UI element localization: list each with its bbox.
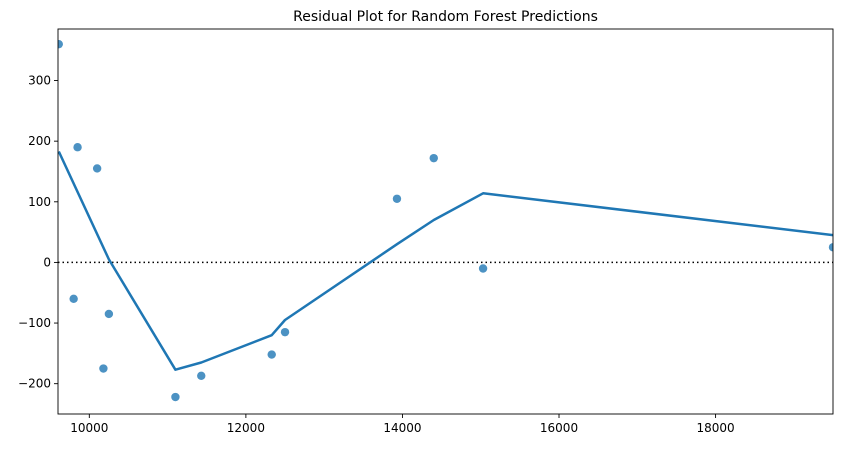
- x-tick-label-14000: 14000: [383, 421, 421, 435]
- residual-point-9: [267, 350, 276, 359]
- y-tick-label-0: 0: [43, 255, 51, 269]
- residual-point-7: [171, 392, 180, 402]
- residual-point-12: [429, 153, 438, 163]
- residual-point-14: [828, 243, 833, 252]
- chart-title: Residual Plot for Random Forest Predicti…: [293, 9, 598, 25]
- residual-point-1: [58, 39, 63, 49]
- x-tick-label-10000: 10000: [70, 421, 108, 435]
- plot-area: [58, 39, 833, 402]
- y-tick-label-200: 200: [28, 134, 51, 148]
- y-tick-label-300: 300: [28, 74, 51, 88]
- x-tick-label-12000: 12000: [227, 421, 265, 435]
- residual-point-2: [69, 294, 78, 304]
- y-tick-label--200: −200: [18, 377, 51, 391]
- y-tick-label--100: −100: [18, 316, 51, 330]
- residual-point-11: [392, 194, 402, 203]
- residual-point-10: [280, 327, 290, 337]
- axes-frame: [57, 28, 834, 415]
- lowess-trend-line: [58, 150, 833, 371]
- residual-point-4: [92, 164, 102, 173]
- residual-point-5: [99, 364, 108, 373]
- axes: 10000 12000 14000 16000 18000 −200 −100 0 100 200…: [18, 28, 834, 435]
- residual-point-8: [197, 371, 206, 381]
- residual-point-6: [104, 309, 114, 319]
- y-tick-label-100: 100: [28, 195, 51, 209]
- residual-point-3: [73, 143, 82, 152]
- x-tick-label-16000: 16000: [540, 421, 578, 435]
- plot-content: [58, 39, 833, 402]
- x-tick-label-18000: 18000: [696, 421, 734, 435]
- residual-point-13: [478, 264, 488, 273]
